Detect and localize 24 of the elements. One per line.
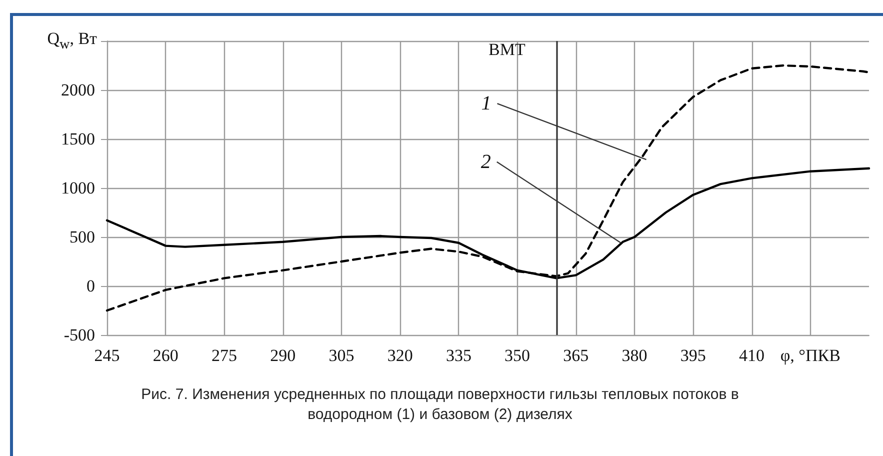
x-tick-label: 275 (211, 346, 237, 365)
x-axis-title: φ, °ПКВ (780, 346, 840, 365)
y-tick-label: 1500 (61, 130, 95, 148)
text: Рис. 7. Изменения усредненных по площади поверхности гильзы тепловых потоков в водородном (1) и базовом (2) дизелях (140, 385, 740, 425)
y-axis-title: Q$_{w}$, Вт (47, 29, 97, 54)
x-tick-label: 245 (94, 346, 120, 365)
y-tick-label: 1000 (61, 178, 95, 198)
x-tick-label: 350 (504, 346, 530, 365)
x-tick-label: 365 (563, 346, 589, 365)
annotation: 1 (481, 92, 492, 115)
annotation: 2 (480, 150, 491, 173)
y-tick-label: -500 (64, 326, 95, 344)
x-tick-label: 290 (270, 346, 296, 365)
y-tick-label: 0 (86, 276, 95, 296)
x-tick-label: 395 (680, 346, 706, 365)
x-tick-label: 380 (622, 346, 648, 365)
x-tick-label: 305 (328, 346, 354, 365)
x-tick-label: 320 (387, 346, 413, 365)
ref-line-label: ВМТ (488, 40, 526, 59)
y-tick-label: 500 (70, 228, 95, 246)
x-tick-label: 410 (739, 346, 765, 365)
y-tick-label: 2000 (61, 80, 95, 100)
x-tick-label: 260 (152, 346, 178, 365)
x-tick-label: 335 (446, 346, 472, 365)
